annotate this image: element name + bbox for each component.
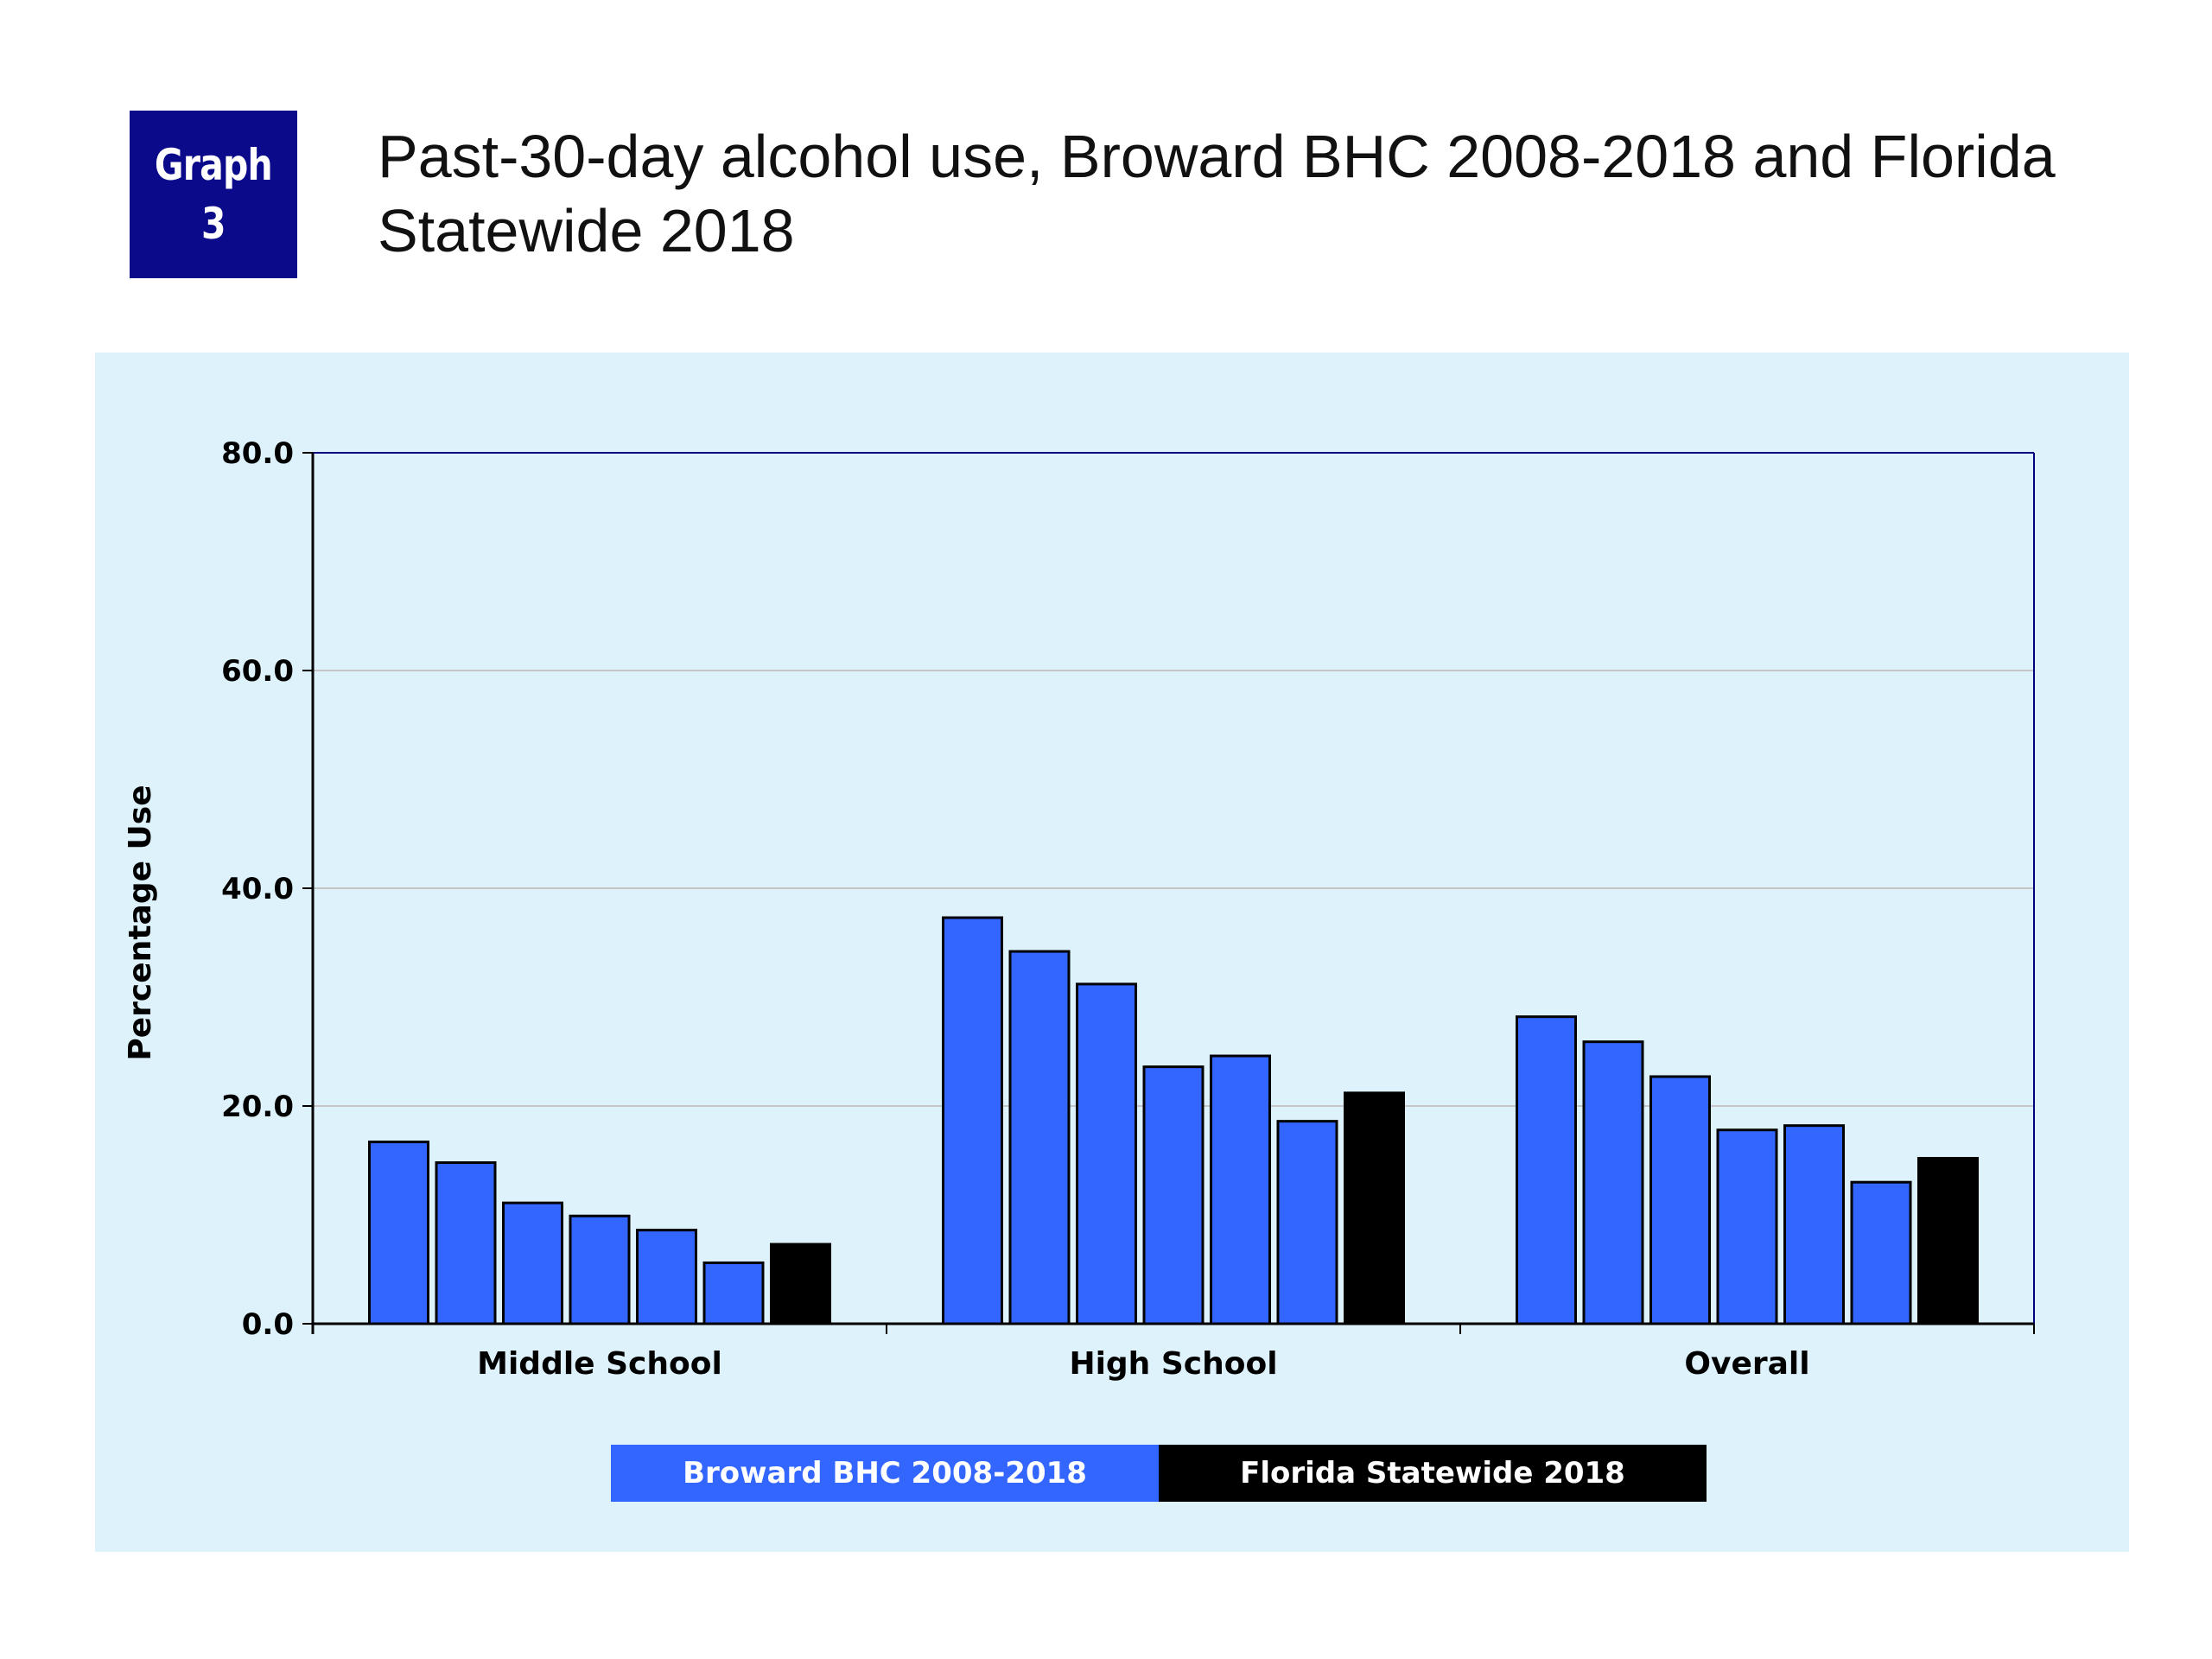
bar-broward — [1850, 1180, 1912, 1325]
bar-broward — [1008, 950, 1071, 1325]
bar-broward — [942, 916, 1003, 1325]
bar-broward — [1276, 1120, 1338, 1325]
legend-item-statewide: Florida Statewide 2018 — [1159, 1445, 1707, 1502]
y-tick-label: 60.0 — [221, 654, 294, 689]
bar-statewide — [770, 1243, 831, 1325]
bar-statewide — [1344, 1091, 1405, 1325]
bar-statewide — [1917, 1156, 1979, 1325]
legend-label-statewide: Florida Statewide 2018 — [1240, 1456, 1625, 1491]
y-axis-title: Percentage Use — [123, 785, 158, 1060]
y-tick-label: 40.0 — [221, 872, 294, 906]
page-title: Past-30-day alcohol use, Broward BHC 200… — [378, 123, 2056, 264]
bar-broward — [1582, 1040, 1644, 1325]
bar-chart: 0.0 20.0 40.0 60.0 80.0 Middle School High Sch… — [123, 436, 2035, 1382]
x-category-label: Overall — [1684, 1346, 1809, 1382]
badge-number: 3 — [201, 199, 226, 249]
bar-broward — [1783, 1124, 1845, 1325]
bar-broward — [1516, 1015, 1577, 1325]
graph-number-badge: Graph 3 — [130, 111, 297, 278]
chart-legend: Broward BHC 2008-2018 Florida Statewide … — [611, 1445, 1707, 1502]
bar-broward — [1076, 982, 1137, 1325]
y-tick-label: 0.0 — [242, 1307, 294, 1342]
chart-panel: 0.0 20.0 40.0 60.0 80.0 Middle School High Sch… — [95, 353, 2129, 1552]
bar-broward — [569, 1214, 631, 1325]
bar-broward — [1142, 1065, 1205, 1325]
bar-broward — [1649, 1075, 1711, 1325]
bar-broward — [368, 1141, 429, 1325]
y-tick-label: 20.0 — [221, 1090, 294, 1124]
bar-broward — [702, 1261, 765, 1325]
x-category-label: Middle School — [477, 1346, 722, 1382]
bar-broward — [435, 1161, 497, 1325]
legend-label-broward: Broward BHC 2008-2018 — [683, 1456, 1087, 1491]
legend-item-broward: Broward BHC 2008-2018 — [611, 1445, 1159, 1502]
bar-broward — [1716, 1128, 1778, 1325]
bar-broward — [1210, 1054, 1271, 1325]
bar-broward — [636, 1229, 697, 1325]
y-tick-label: 80.0 — [221, 436, 294, 471]
bar-broward — [502, 1201, 563, 1325]
x-category-label: High School — [1069, 1346, 1277, 1382]
badge-label: Graph — [155, 140, 273, 190]
